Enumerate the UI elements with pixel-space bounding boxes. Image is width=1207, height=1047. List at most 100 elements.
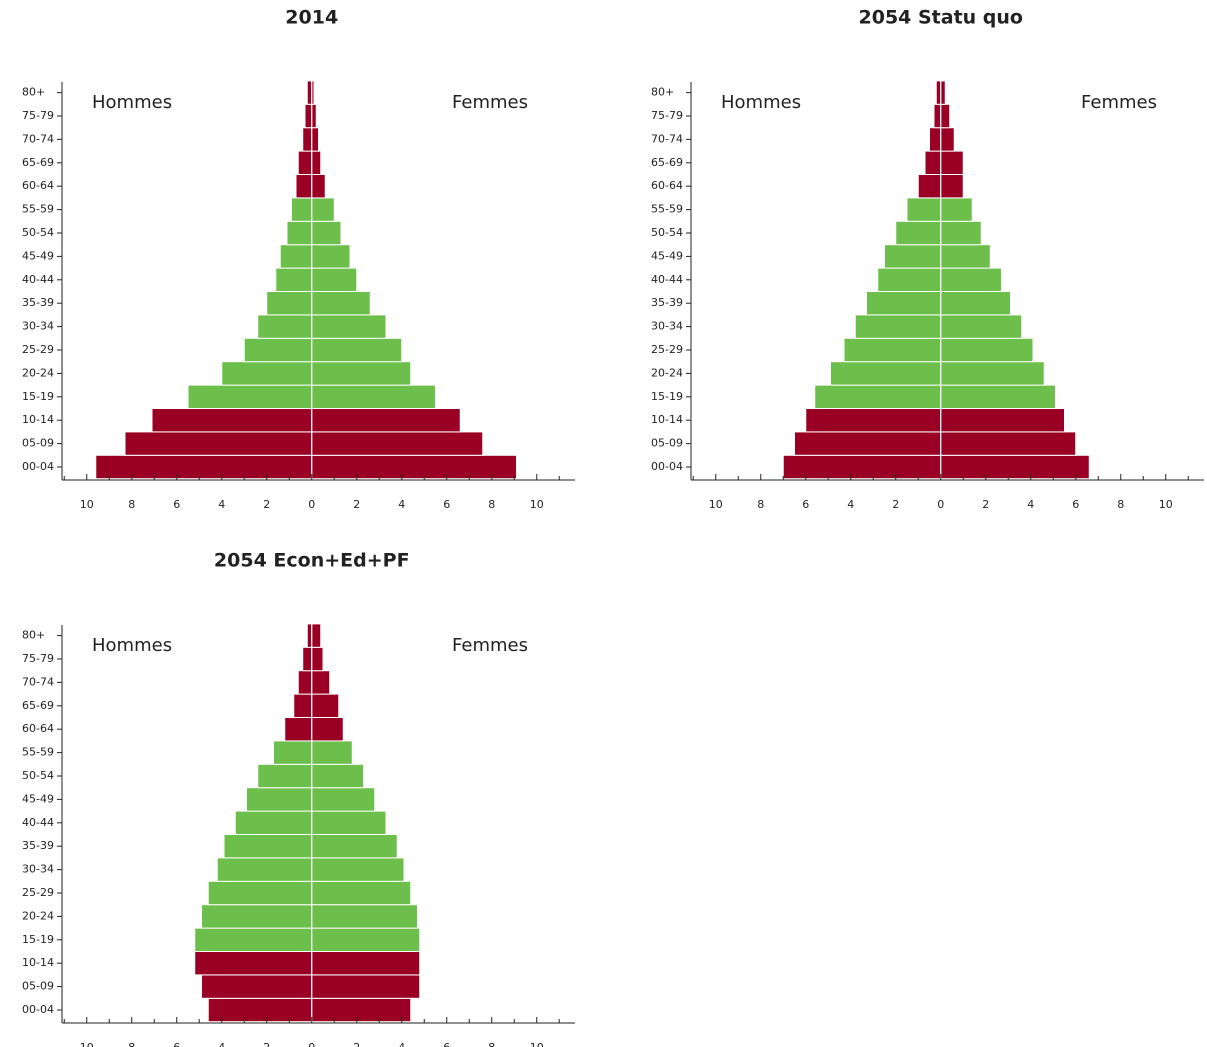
bar [306, 80, 313, 105]
x-tick-label: 8 [1117, 498, 1124, 511]
x-tick-label: 4 [398, 1041, 405, 1047]
bar [311, 763, 364, 789]
bar [311, 787, 376, 812]
bar [940, 337, 1034, 363]
bar [311, 693, 340, 719]
bar [246, 787, 313, 812]
y-tick-label: 20-24 [22, 366, 54, 379]
bar [234, 810, 313, 836]
bar [311, 454, 517, 480]
bar [311, 997, 412, 1023]
bar [940, 174, 964, 199]
y-tick-label: 60-64 [22, 722, 54, 735]
bar [940, 127, 955, 152]
bar [805, 408, 942, 433]
legend-label: Hommes [721, 92, 801, 113]
bar [854, 314, 942, 339]
bar [940, 80, 946, 105]
y-tick-label: 65-69 [22, 699, 54, 712]
x-tick-label: 8 [757, 498, 764, 511]
bar [257, 314, 313, 339]
y-tick-label: 30-34 [22, 320, 54, 333]
bar [311, 927, 421, 953]
x-tick-label: 10 [530, 498, 544, 511]
x-tick-label: 2 [353, 498, 360, 511]
x-tick-label: 4 [847, 498, 854, 511]
y-tick-label: 55-59 [651, 203, 683, 216]
x-tick-label: 10 [530, 1041, 544, 1047]
bar [940, 267, 1002, 293]
bar [311, 197, 335, 222]
x-tick-label: 4 [218, 1041, 225, 1047]
bar [302, 127, 313, 152]
bar [940, 408, 1065, 433]
x-tick-label: 10 [1159, 498, 1173, 511]
y-tick-label: 30-34 [651, 320, 683, 333]
x-tick-label: 2 [982, 498, 989, 511]
bar [884, 244, 942, 269]
x-tick-label: 2 [263, 498, 270, 511]
bar [940, 244, 991, 269]
x-tick-label: 6 [173, 1041, 180, 1047]
bar [895, 220, 942, 246]
bar [295, 174, 313, 199]
x-tick-label: 6 [443, 498, 450, 511]
bar [311, 740, 353, 765]
bar [906, 197, 942, 222]
y-tick-label: 40-44 [22, 273, 54, 286]
y-tick-label: 55-59 [22, 746, 54, 759]
bar [207, 880, 313, 906]
bar [223, 834, 313, 859]
y-tick-label: 65-69 [22, 156, 54, 169]
y-tick-label: 30-34 [22, 863, 54, 876]
y-tick-label: 45-49 [651, 249, 683, 262]
bar [194, 927, 313, 953]
bar [293, 693, 313, 719]
y-tick-label: 00-04 [651, 460, 683, 473]
legend-label: Hommes [92, 92, 172, 113]
y-tick-label: 25-29 [22, 886, 54, 899]
x-tick-label: 10 [80, 1041, 94, 1047]
y-tick-label: 75-79 [22, 652, 54, 665]
bar [194, 951, 313, 976]
bar [940, 454, 1090, 480]
chart-title: 2054 Statu quo [859, 7, 1024, 29]
bar [286, 220, 313, 246]
y-tick-label: 60-64 [22, 179, 54, 192]
x-tick-label: 6 [443, 1041, 450, 1047]
bar [291, 197, 313, 222]
y-tick-label: 15-19 [22, 933, 54, 946]
y-tick-label: 45-49 [22, 249, 54, 262]
bar [311, 880, 412, 906]
x-tick-label: 0 [308, 498, 315, 511]
bar [311, 810, 387, 836]
bar [782, 454, 942, 480]
bar [311, 361, 412, 386]
bar [151, 408, 313, 433]
y-tick-label: 25-29 [651, 343, 683, 356]
y-tick-label: 70-74 [22, 675, 54, 688]
x-tick-label: 4 [1027, 498, 1034, 511]
x-tick-label: 6 [1072, 498, 1079, 511]
y-tick-label: 35-39 [22, 839, 54, 852]
x-tick-label: 6 [173, 498, 180, 511]
bar [311, 291, 371, 316]
x-tick-label: 8 [128, 498, 135, 511]
x-tick-label: 2 [892, 498, 899, 511]
bar [311, 904, 418, 929]
bar [311, 384, 436, 410]
bar [275, 267, 313, 293]
x-tick-label: 0 [937, 498, 944, 511]
chart-title: 2054 Econ+Ed+PF [214, 550, 410, 572]
bar [201, 904, 313, 929]
y-tick-label: 00-04 [22, 1003, 54, 1016]
y-tick-label: 05-09 [651, 437, 683, 450]
bar [933, 103, 942, 129]
y-tick-label: 70-74 [22, 132, 54, 145]
bar [814, 384, 942, 410]
y-tick-label: 65-69 [651, 156, 683, 169]
bar [221, 361, 313, 386]
panel: 2014 00-04 05-09 10-14 15-19 20-24 25-29 30-34 3… [22, 7, 575, 511]
y-tick-label: 10-14 [22, 413, 54, 426]
